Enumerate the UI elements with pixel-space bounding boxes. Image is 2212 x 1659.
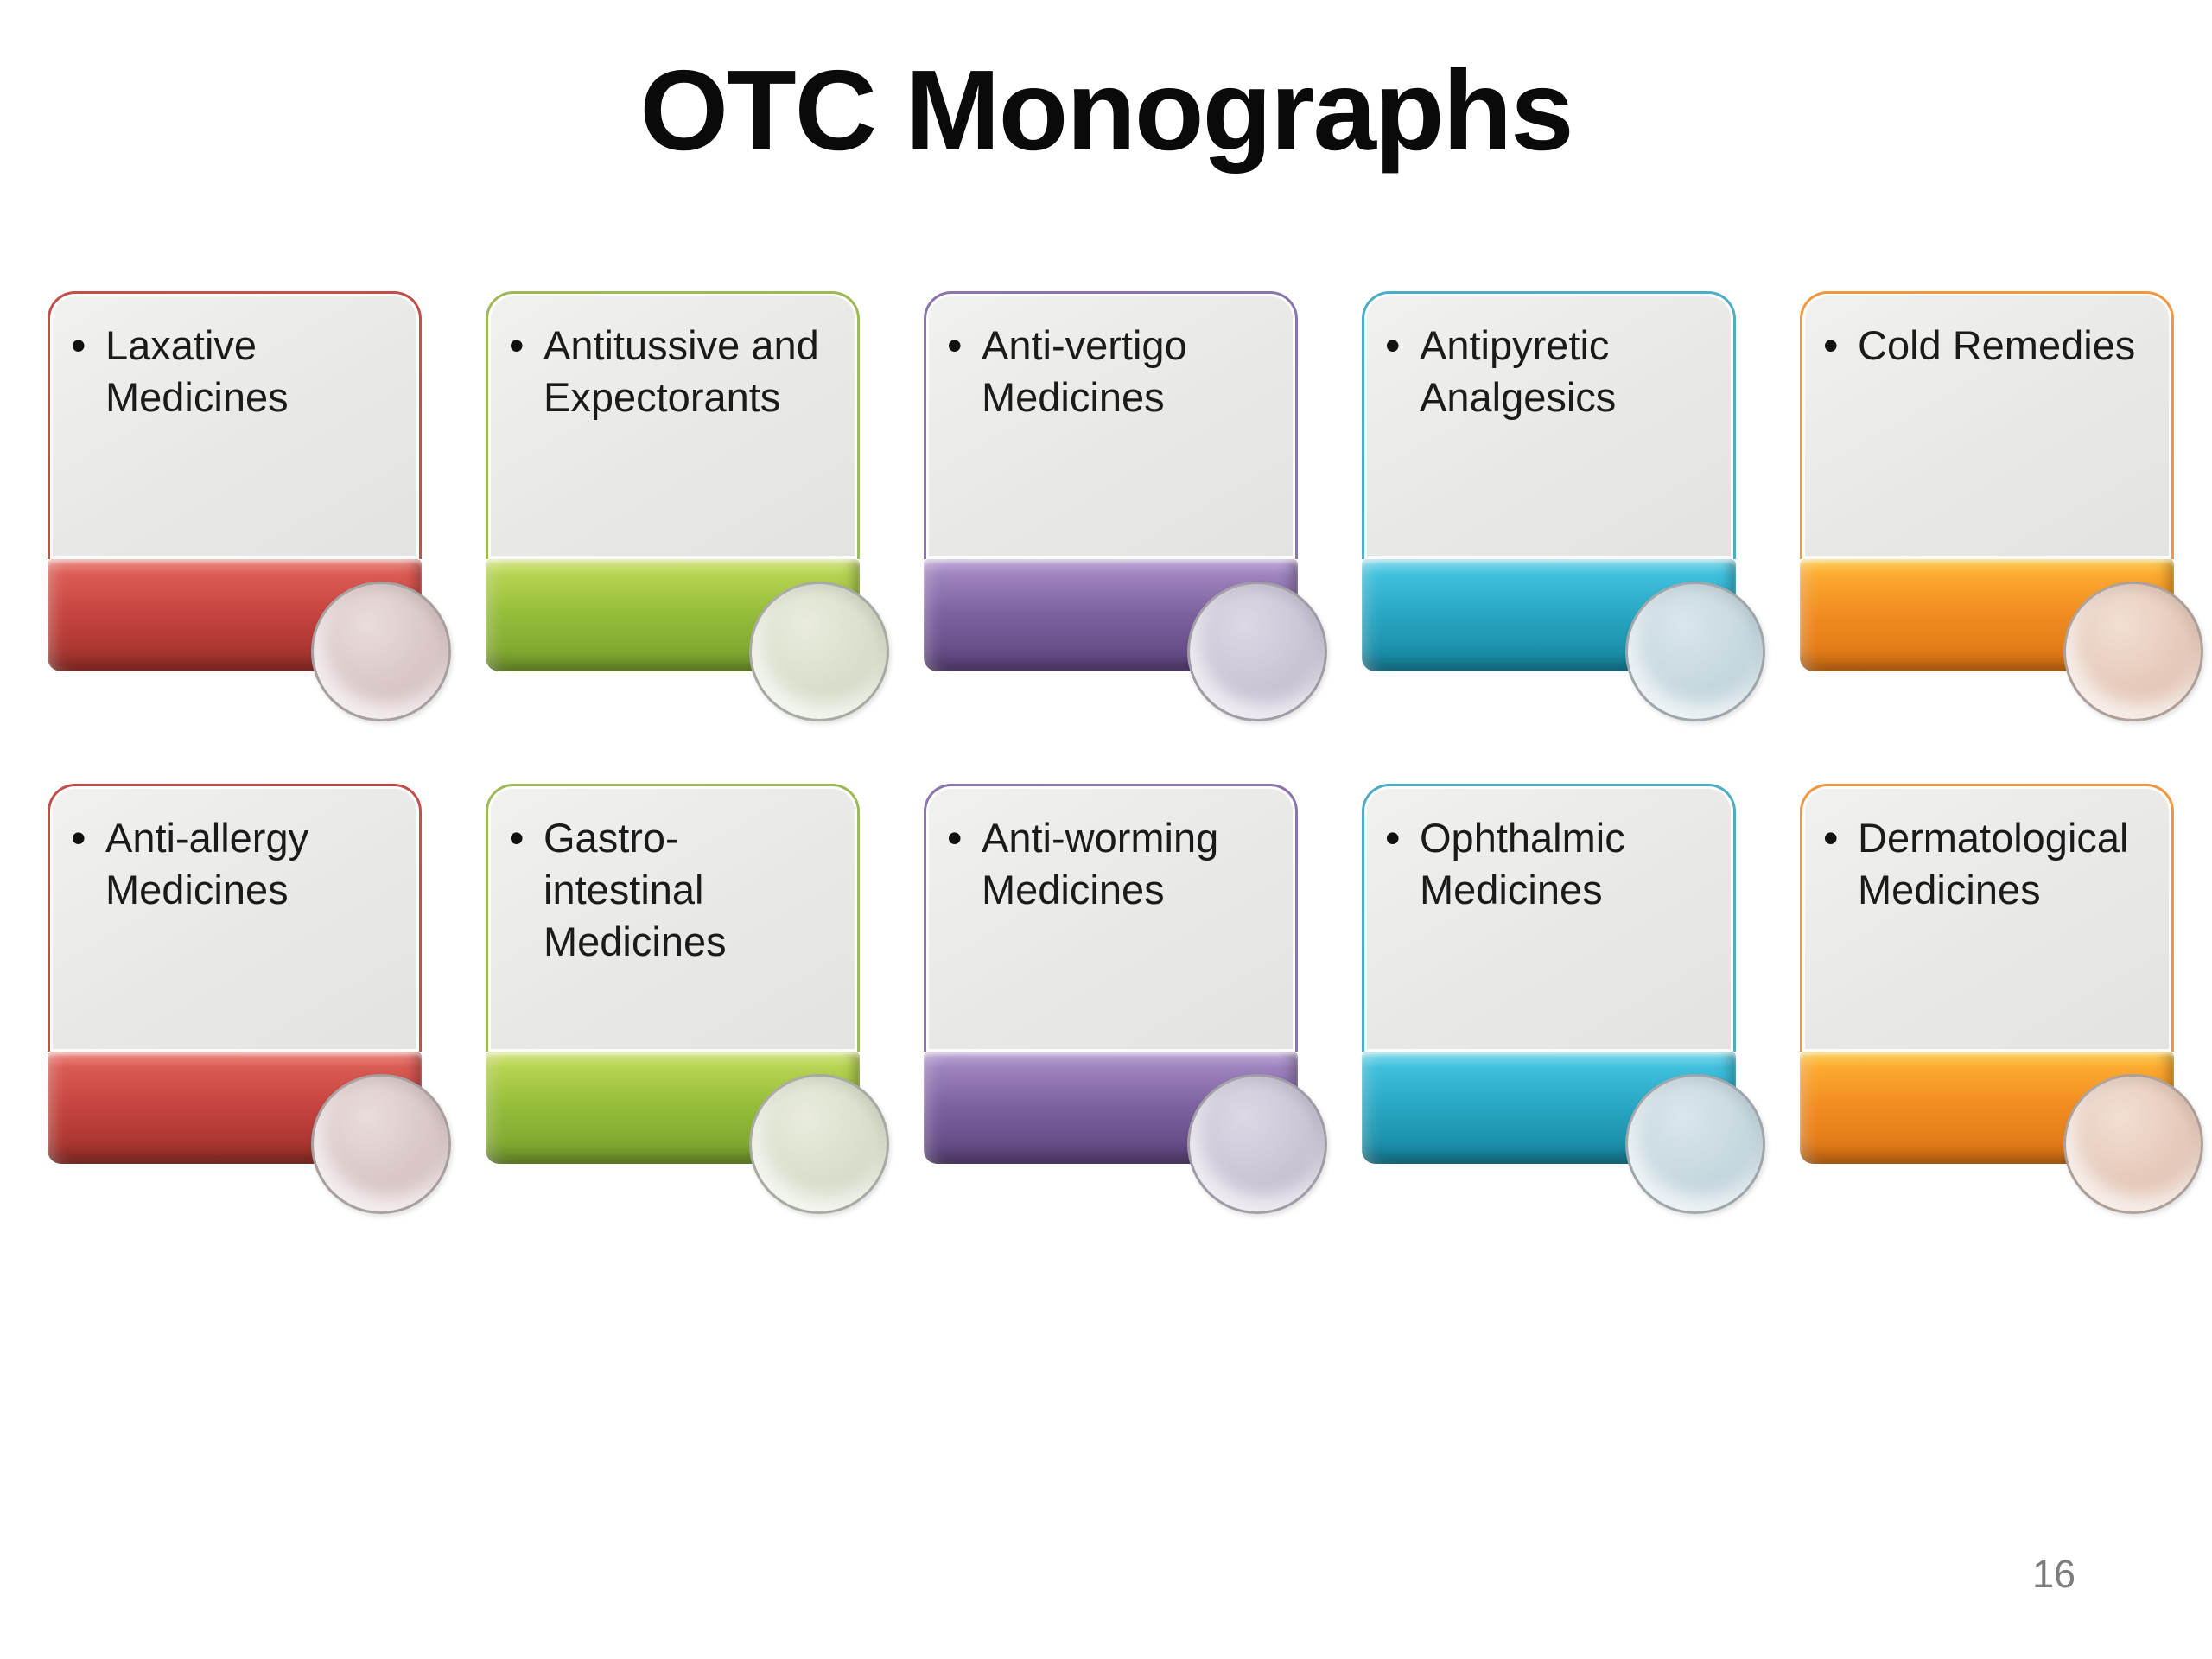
decorative-circle-icon <box>2063 1074 2203 1214</box>
card-body: • Laxative Medicines <box>48 291 422 559</box>
decorative-circle-icon <box>749 582 889 721</box>
decorative-circle-icon <box>2063 582 2203 721</box>
card-label: Anti-allergy Medicines <box>105 815 309 912</box>
card-body: • Dermatological Medicines <box>1800 784 2174 1052</box>
card-label: Laxative Medicines <box>105 322 289 420</box>
bullet-icon: • <box>71 814 86 862</box>
decorative-circle-icon <box>1187 582 1327 721</box>
card-label: Anti-vertigo Medicines <box>982 322 1187 420</box>
card-grid: • Laxative Medicines • Antitussive and E… <box>48 291 2203 1214</box>
card-label: Antitussive and Expectorants <box>543 322 819 420</box>
category-card: • Cold Remedies <box>1800 291 2203 721</box>
card-body: • Gastro- intestinal Medicines <box>486 784 860 1052</box>
category-card: • Anti-worming Medicines <box>924 784 1327 1214</box>
decorative-circle-icon <box>311 582 451 721</box>
bullet-icon: • <box>71 321 86 370</box>
category-card: • Laxative Medicines <box>48 291 451 721</box>
category-card: • Anti-allergy Medicines <box>48 784 451 1214</box>
bullet-icon: • <box>1823 814 1839 862</box>
card-label: Cold Remedies <box>1858 322 2136 368</box>
bullet-icon: • <box>1385 321 1401 370</box>
category-card: • Antipyretic Analgesics <box>1362 291 1765 721</box>
bullet-icon: • <box>1823 321 1839 370</box>
card-body: • Anti-worming Medicines <box>924 784 1298 1052</box>
card-body: • Antitussive and Expectorants <box>486 291 860 559</box>
card-body: • Anti-allergy Medicines <box>48 784 422 1052</box>
card-label: Dermatological Medicines <box>1858 815 2129 912</box>
card-body: • Ophthalmic Medicines <box>1362 784 1736 1052</box>
category-card: • Dermatological Medicines <box>1800 784 2203 1214</box>
category-card: • Gastro- intestinal Medicines <box>486 784 889 1214</box>
bullet-icon: • <box>1385 814 1401 862</box>
card-label: Antipyretic Analgesics <box>1420 322 1617 420</box>
page-title: OTC Monographs <box>639 47 1573 174</box>
bullet-icon: • <box>509 814 524 862</box>
bullet-icon: • <box>509 321 524 370</box>
category-card: • Anti-vertigo Medicines <box>924 291 1327 721</box>
card-label: Ophthalmic Medicines <box>1420 815 1625 912</box>
card-label: Anti-worming Medicines <box>982 815 1219 912</box>
card-body: • Antipyretic Analgesics <box>1362 291 1736 559</box>
card-body: • Cold Remedies <box>1800 291 2174 559</box>
decorative-circle-icon <box>1187 1074 1327 1214</box>
decorative-circle-icon <box>311 1074 451 1214</box>
card-label: Gastro- intestinal Medicines <box>543 815 727 964</box>
bullet-icon: • <box>947 321 963 370</box>
page-number: 16 <box>2032 1552 2076 1596</box>
category-card: • Antitussive and Expectorants <box>486 291 889 721</box>
decorative-circle-icon <box>1625 582 1765 721</box>
bullet-icon: • <box>947 814 963 862</box>
category-card: • Ophthalmic Medicines <box>1362 784 1765 1214</box>
card-body: • Anti-vertigo Medicines <box>924 291 1298 559</box>
decorative-circle-icon <box>749 1074 889 1214</box>
decorative-circle-icon <box>1625 1074 1765 1214</box>
